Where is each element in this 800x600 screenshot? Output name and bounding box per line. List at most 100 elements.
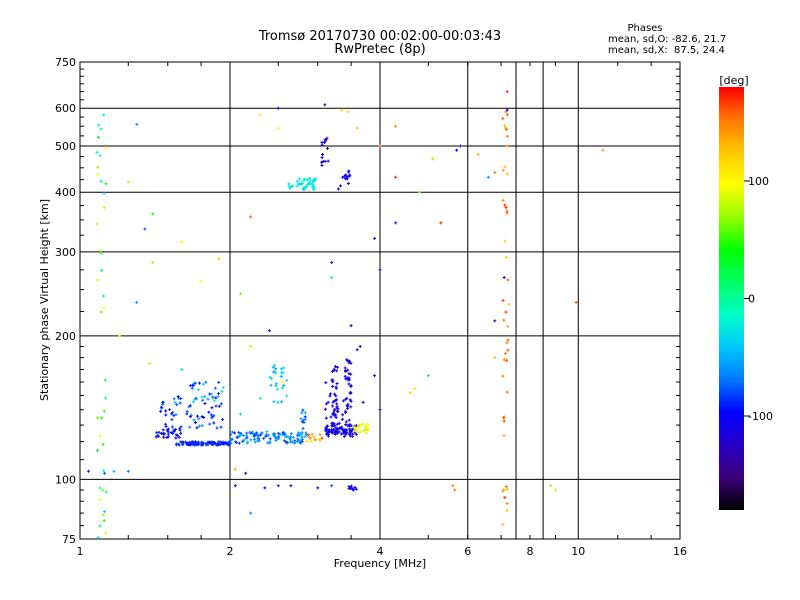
data-point — [348, 427, 350, 431]
data-point — [351, 427, 353, 431]
data-point — [348, 418, 350, 422]
data-point — [346, 376, 348, 380]
data-point — [254, 433, 256, 437]
data-point — [459, 144, 461, 148]
data-point — [292, 184, 294, 188]
data-point — [261, 431, 263, 435]
data-point — [325, 402, 327, 406]
data-point — [505, 206, 507, 210]
data-point — [503, 276, 505, 280]
data-point — [334, 365, 336, 369]
data-point — [194, 440, 196, 444]
data-point — [165, 409, 167, 413]
data-point — [194, 421, 196, 425]
data-point — [257, 439, 259, 443]
data-point — [178, 396, 180, 400]
data-point — [356, 348, 358, 352]
data-point — [336, 405, 338, 409]
data-point — [190, 413, 192, 417]
data-point — [312, 182, 314, 186]
data-point — [198, 424, 200, 428]
data-point — [338, 421, 340, 425]
data-point — [301, 430, 303, 434]
data-point — [332, 378, 334, 382]
x-tick-label: 1 — [77, 545, 84, 558]
data-point — [487, 175, 489, 179]
data-point — [336, 369, 338, 373]
data-point — [275, 438, 277, 442]
data-point — [230, 432, 232, 436]
data-point — [348, 376, 350, 380]
data-point — [238, 430, 240, 434]
data-point — [349, 434, 351, 438]
data-point — [96, 150, 98, 154]
data-point — [228, 443, 230, 447]
data-point — [169, 408, 171, 412]
data-point — [335, 394, 337, 398]
data-point — [322, 159, 324, 163]
data-point — [255, 433, 257, 437]
data-point — [345, 397, 347, 401]
data-point — [196, 442, 198, 446]
data-point — [175, 413, 177, 417]
data-point — [268, 329, 270, 333]
data-point — [162, 432, 164, 436]
data-point — [554, 488, 556, 492]
data-point — [104, 378, 106, 382]
data-point — [214, 441, 216, 445]
data-point — [329, 428, 331, 432]
data-point — [273, 400, 275, 404]
data-point — [427, 374, 429, 378]
data-point — [305, 432, 307, 436]
data-point — [205, 443, 207, 447]
data-point — [163, 435, 165, 439]
data-point — [379, 144, 381, 148]
colorbar — [719, 87, 744, 510]
data-point — [182, 440, 184, 444]
data-point — [176, 403, 178, 407]
data-point — [171, 412, 173, 416]
data-point — [506, 127, 508, 131]
data-point — [275, 371, 277, 375]
data-point — [367, 422, 369, 426]
data-point — [276, 387, 278, 391]
data-point — [165, 422, 167, 426]
data-point — [267, 433, 269, 437]
data-point — [230, 441, 232, 445]
data-point — [283, 366, 285, 370]
data-point — [347, 424, 349, 428]
data-point — [158, 430, 160, 434]
data-point — [275, 382, 277, 386]
data-point — [174, 428, 176, 432]
data-point — [365, 428, 367, 432]
data-point — [359, 423, 361, 427]
data-point — [506, 113, 508, 117]
data-point — [327, 400, 329, 404]
data-point — [494, 319, 496, 323]
data-point — [504, 239, 506, 243]
data-point — [277, 126, 279, 130]
data-point — [105, 396, 107, 400]
data-point — [354, 431, 356, 435]
data-point — [321, 143, 323, 147]
data-point — [331, 484, 333, 488]
data-point — [239, 433, 241, 437]
data-point — [224, 440, 226, 444]
data-point — [331, 421, 333, 425]
data-point — [343, 434, 345, 438]
data-point — [173, 428, 175, 432]
data-point — [355, 487, 357, 491]
data-point — [341, 108, 343, 112]
data-point — [204, 394, 206, 398]
data-point — [350, 424, 352, 428]
data-point — [223, 442, 225, 446]
data-point — [300, 182, 302, 186]
data-point — [344, 374, 346, 378]
data-point — [313, 184, 315, 188]
data-point — [198, 388, 200, 392]
data-point — [332, 400, 334, 404]
data-point — [202, 441, 204, 445]
data-point — [352, 487, 354, 491]
data-point — [344, 430, 346, 434]
